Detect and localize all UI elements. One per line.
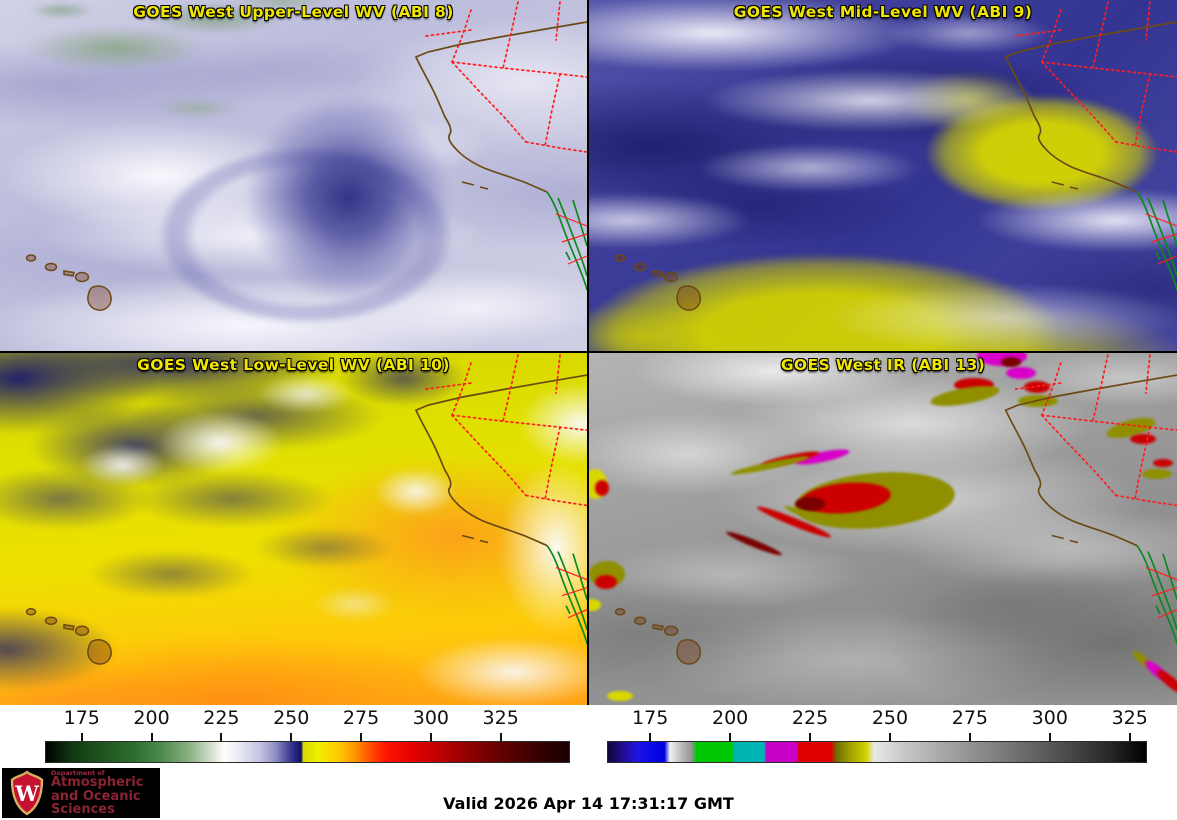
tick-label: 250 (273, 707, 310, 729)
panel-title-abi9: GOES West Mid-Level WV (ABI 9) (733, 3, 1033, 21)
tick-label: 175 (632, 707, 669, 729)
wv-colorbar-gradient (45, 741, 570, 763)
map-overlay (614, 354, 1177, 665)
colorbar-row: 175 200 225 250 275 300 325 175 200 225 … (0, 705, 1177, 768)
mexico-borders (1145, 213, 1177, 265)
tick-label: 325 (482, 707, 519, 729)
tick-label: 275 (342, 707, 380, 729)
baja-outline (1136, 545, 1177, 644)
tick-label: 175 (63, 707, 100, 729)
map-overlay (25, 1, 587, 311)
uw-crest-icon: W (10, 770, 44, 816)
ir-colorbar: 175 200 225 250 275 300 325 (589, 705, 1177, 768)
hawaii-islands (25, 607, 112, 665)
mexico-borders (555, 213, 587, 265)
mexico-borders (1145, 567, 1177, 619)
tick-label: 300 (1031, 707, 1068, 729)
panel-grid: GOES West Upper-Level WV (ABI 8) (0, 0, 1177, 705)
hawaii-islands (25, 254, 112, 311)
tick-label: 200 (711, 707, 749, 729)
wv-colorbar: 175 200 225 250 275 300 325 (0, 705, 588, 768)
hawaii-islands (614, 254, 701, 311)
panel-low-level-wv: GOES West Low-Level WV (ABI 10) (0, 353, 587, 705)
panel-title-abi10: GOES West Low-Level WV (ABI 10) (137, 356, 450, 374)
panel-title-abi8: GOES West Upper-Level WV (ABI 8) (133, 3, 454, 21)
tick-label: 325 (1111, 707, 1148, 729)
coastline-path (414, 21, 587, 193)
state-borders (425, 354, 587, 507)
panel-mid-level-wv: GOES West Mid-Level WV (ABI 9) (589, 0, 1177, 351)
aos-logo: W Department of Atmospheric and Oceanic … (2, 768, 160, 818)
tick-label: 275 (951, 707, 989, 729)
panel-title-abi13: GOES West IR (ABI 13) (780, 356, 986, 374)
channel-islands (461, 534, 489, 544)
baja-outline (546, 191, 587, 291)
footer: W Department of Atmospheric and Oceanic … (0, 768, 1177, 820)
map-overlay (25, 354, 587, 665)
baja-outline (546, 545, 587, 644)
tick-label: 300 (412, 707, 450, 729)
logo-dept-line: Department of (51, 768, 105, 777)
tick-label: 200 (133, 707, 170, 729)
hawaii-islands (614, 607, 701, 665)
channel-islands (461, 181, 489, 190)
coastline-path (1004, 374, 1177, 547)
logo-name-line1: Atmospheric (51, 775, 144, 791)
ir-colorbar-gradient (607, 741, 1147, 763)
svg-text:W: W (14, 781, 39, 806)
dry-vortex (0, 0, 587, 351)
state-borders (1014, 1, 1177, 153)
valid-time-label: Valid 2026 Apr 14 17:31:17 GMT (443, 794, 734, 813)
channel-islands (1051, 181, 1079, 190)
map-overlay (614, 1, 1177, 311)
coastline-path (414, 374, 587, 547)
tick-label: 225 (791, 707, 829, 729)
channel-islands (1051, 534, 1079, 544)
logo-name-line2: and Oceanic Sciences (51, 788, 141, 817)
tick-label: 250 (871, 707, 909, 729)
panel-ir: GOES West IR (ABI 13) (589, 353, 1177, 705)
state-borders (425, 1, 587, 153)
mexico-borders (555, 567, 587, 619)
tick-label: 225 (203, 707, 240, 729)
baja-outline (1136, 191, 1177, 291)
state-borders (1014, 354, 1177, 507)
panel-upper-level-wv: GOES West Upper-Level WV (ABI 8) (0, 0, 587, 351)
coastline-path (1004, 21, 1177, 193)
